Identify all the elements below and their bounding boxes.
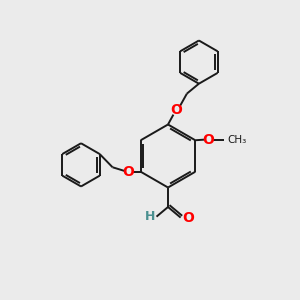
Text: O: O [202, 133, 214, 147]
Text: CH₃: CH₃ [227, 135, 247, 145]
Text: O: O [170, 103, 182, 117]
Text: O: O [183, 211, 195, 225]
Text: H: H [145, 210, 155, 223]
Text: O: O [122, 165, 134, 179]
